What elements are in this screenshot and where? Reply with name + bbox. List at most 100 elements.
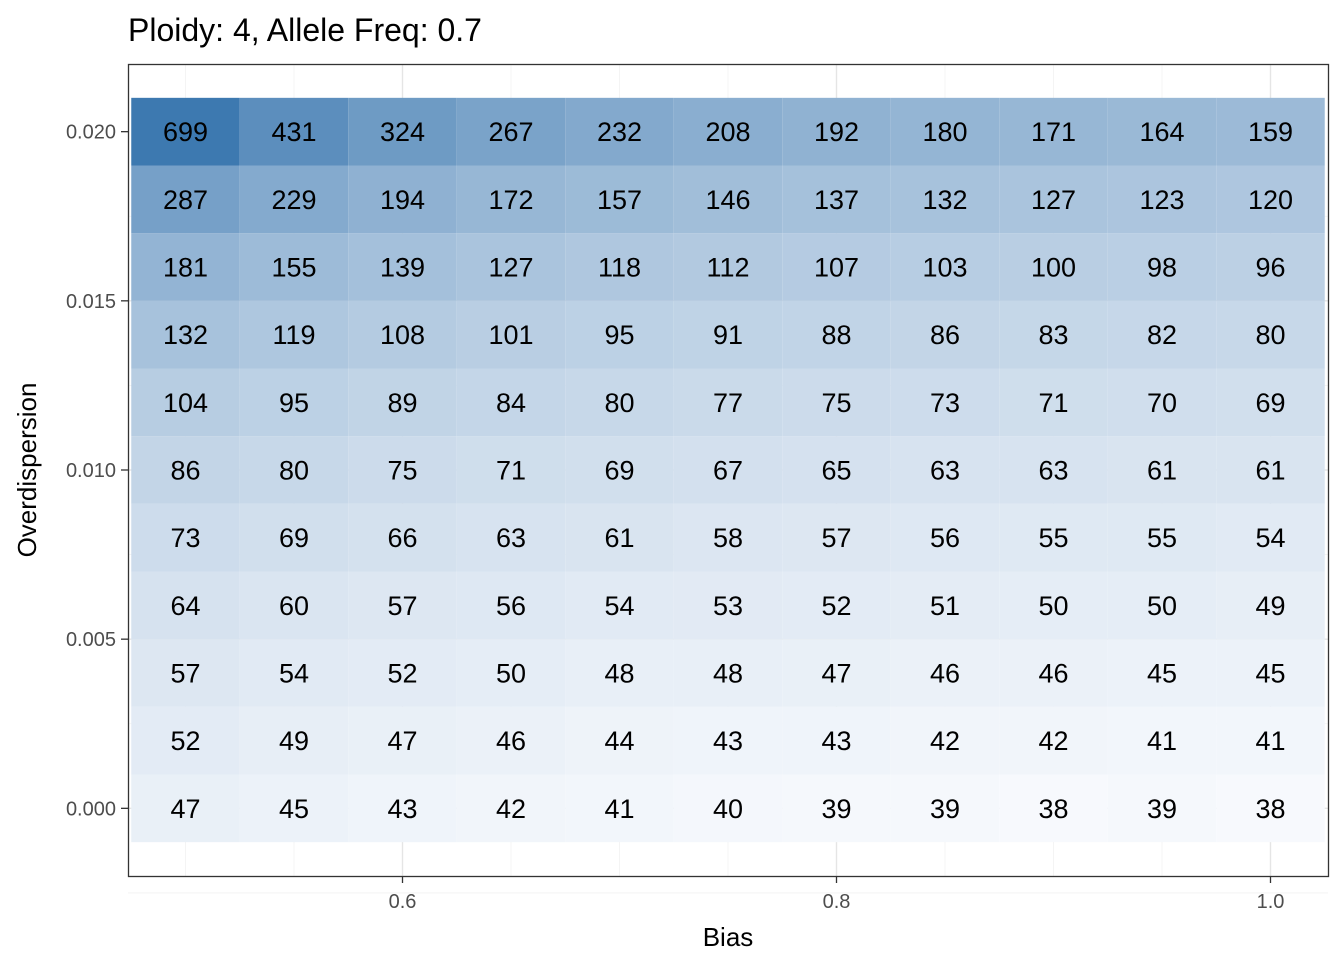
cell-value-label: 42 xyxy=(1038,726,1068,756)
cell-value-label: 40 xyxy=(713,794,743,824)
cell-value-label: 45 xyxy=(1255,659,1285,689)
cell-value-label: 98 xyxy=(1147,253,1177,283)
cell-value-label: 50 xyxy=(1147,591,1177,621)
cell-value-label: 69 xyxy=(604,456,634,486)
heatmap-cell xyxy=(1216,639,1325,707)
heatmap-cell xyxy=(673,774,783,843)
cell-value-label: 52 xyxy=(387,659,417,689)
heatmap-cell xyxy=(565,774,674,843)
cell-value-label: 71 xyxy=(496,456,526,486)
heatmap-cell xyxy=(565,97,674,166)
heatmap-cell xyxy=(999,97,1108,166)
heatmap-cell xyxy=(1107,571,1217,640)
cell-value-label: 69 xyxy=(279,523,309,553)
heatmap-cell xyxy=(782,639,891,707)
heatmap-cell xyxy=(782,706,891,775)
heatmap-cell xyxy=(239,774,349,843)
cell-value-label: 89 xyxy=(387,388,417,418)
cell-value-label: 70 xyxy=(1147,388,1177,418)
heatmap-cell xyxy=(999,706,1108,775)
heatmap-cell xyxy=(782,503,891,572)
cell-value-label: 39 xyxy=(821,794,851,824)
cell-value-label: 80 xyxy=(1255,320,1285,350)
cell-value-label: 324 xyxy=(380,117,425,147)
cell-value-label: 132 xyxy=(163,320,208,350)
cell-value-label: 127 xyxy=(1031,185,1076,215)
cell-value-label: 50 xyxy=(1038,591,1068,621)
heatmap-cell xyxy=(348,706,457,775)
x-tick-label: 0.6 xyxy=(389,891,417,913)
y-tick-label: 0.015 xyxy=(66,291,116,313)
cell-value-label: 47 xyxy=(821,659,851,689)
cell-value-label: 41 xyxy=(1147,726,1177,756)
heatmap-cell xyxy=(890,571,1000,640)
cell-value-label: 61 xyxy=(604,523,634,553)
heatmap-cell xyxy=(565,300,674,369)
heatmap-cell xyxy=(1216,436,1325,504)
heatmap-cell xyxy=(131,233,240,301)
cell-value-label: 112 xyxy=(706,253,749,283)
heatmap-cell xyxy=(239,571,349,640)
cell-value-label: 38 xyxy=(1038,794,1068,824)
heatmap-cell xyxy=(239,436,349,504)
heatmap-cell xyxy=(239,233,349,301)
cell-value-label: 83 xyxy=(1038,320,1068,350)
y-tick-label: 0.000 xyxy=(66,798,116,820)
cell-value-label: 159 xyxy=(1248,117,1293,147)
cell-value-label: 49 xyxy=(1255,591,1285,621)
cell-value-label: 47 xyxy=(170,794,200,824)
heatmap-cell xyxy=(673,368,783,437)
cell-value-label: 39 xyxy=(1147,794,1177,824)
cell-value-label: 267 xyxy=(488,117,533,147)
heatmap-cell xyxy=(131,300,240,369)
y-axis-title: Overdispersion xyxy=(12,383,42,558)
heatmap-cell xyxy=(1216,368,1325,437)
heatmap-cell xyxy=(999,774,1108,843)
chart-title: Ploidy: 4, Allele Freq: 0.7 xyxy=(128,12,482,48)
heatmap-cell xyxy=(890,503,1000,572)
heatmap-cell xyxy=(999,368,1108,437)
cell-value-label: 42 xyxy=(496,794,526,824)
panel-border xyxy=(127,63,1330,878)
cell-value-label: 43 xyxy=(713,726,743,756)
cell-value-label: 172 xyxy=(488,185,533,215)
heatmap-cell xyxy=(673,300,783,369)
heatmap-cell xyxy=(348,97,457,166)
cell-value-label: 82 xyxy=(1147,320,1177,350)
cell-value-label: 45 xyxy=(279,794,309,824)
cell-value-label: 56 xyxy=(496,591,526,621)
cell-value-label: 96 xyxy=(1255,253,1285,283)
cell-value-label: 171 xyxy=(1031,117,1076,147)
heatmap-cell xyxy=(673,571,783,640)
heatmap-cell xyxy=(1216,706,1325,775)
x-axis: 0.6 0.8 1.0 xyxy=(389,876,1284,913)
cell-value-label: 54 xyxy=(604,591,634,621)
heatmap-cell xyxy=(999,503,1108,572)
cell-value-label: 46 xyxy=(930,659,960,689)
heatmap-cell xyxy=(456,706,566,775)
cell-value-label: 57 xyxy=(170,659,200,689)
heatmap-cell xyxy=(999,436,1108,504)
heatmap-cell xyxy=(131,97,240,166)
heatmap-cell xyxy=(239,300,349,369)
heatmap-cell xyxy=(1107,300,1217,369)
heatmap-cell xyxy=(348,300,457,369)
cell-value-label: 63 xyxy=(1038,456,1068,486)
heatmap-cell xyxy=(239,639,349,707)
cell-value-label: 118 xyxy=(598,253,641,283)
cell-value-label: 63 xyxy=(930,456,960,486)
heatmap-cell xyxy=(890,165,1000,234)
cell-value-label: 86 xyxy=(170,456,200,486)
heatmap-cell xyxy=(565,571,674,640)
cell-value-label: 104 xyxy=(163,388,208,418)
heatmap-cell xyxy=(673,97,783,166)
cell-value-label: 120 xyxy=(1248,185,1293,215)
cell-value-label: 53 xyxy=(713,591,743,621)
cell-value-label: 123 xyxy=(1139,185,1184,215)
cell-value-label: 41 xyxy=(604,794,634,824)
heatmap-cell xyxy=(565,436,674,504)
cell-value-label: 155 xyxy=(271,253,316,283)
heatmap-cell xyxy=(999,571,1108,640)
cell-value-label: 60 xyxy=(279,591,309,621)
